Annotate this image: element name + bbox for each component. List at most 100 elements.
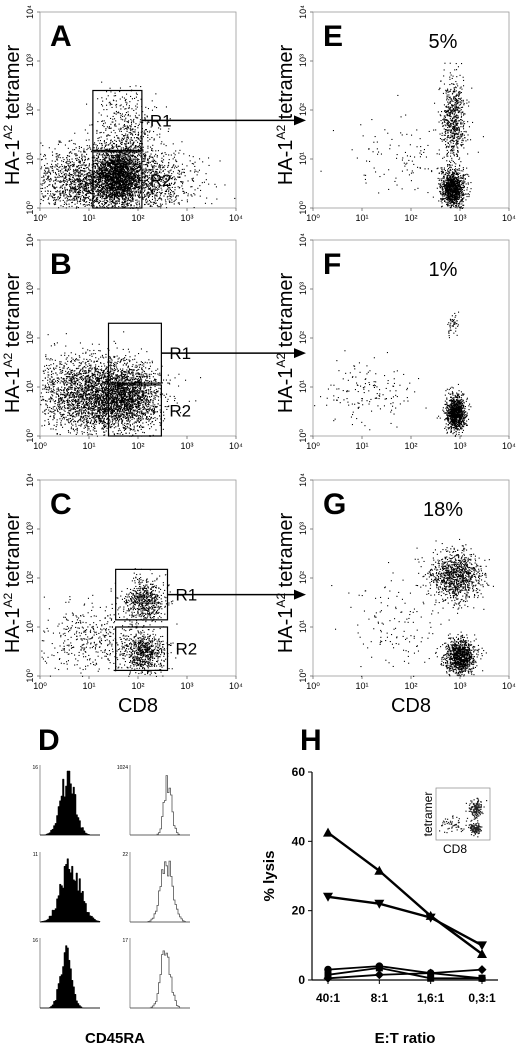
data-point [154, 203, 156, 205]
data-point [110, 166, 112, 168]
data-point [108, 156, 110, 158]
data-point [139, 139, 141, 141]
data-point [151, 160, 153, 162]
data-point [168, 200, 170, 202]
data-point [74, 169, 76, 171]
data-point [137, 161, 139, 163]
data-point [118, 182, 120, 184]
data-point [135, 116, 137, 118]
data-point [94, 157, 96, 159]
data-point [140, 179, 142, 181]
data-point [208, 157, 210, 159]
data-point [117, 159, 119, 161]
data-point [127, 166, 129, 168]
data-point [108, 188, 110, 190]
data-point [112, 177, 114, 179]
data-point [124, 119, 126, 121]
data-point [116, 177, 118, 179]
data-point [145, 183, 147, 185]
data-point [104, 168, 106, 170]
data-point [154, 177, 156, 179]
data-point [124, 164, 126, 166]
data-point [148, 162, 150, 164]
data-point [139, 169, 141, 171]
data-point [125, 186, 127, 188]
data-point [121, 203, 123, 205]
data-point [60, 185, 62, 187]
data-point [94, 175, 96, 177]
data-point [119, 157, 121, 159]
data-point [123, 203, 125, 205]
data-point [80, 167, 82, 169]
data-point [110, 162, 112, 164]
data-point [178, 187, 180, 189]
data-point [91, 204, 93, 206]
data-point [93, 176, 95, 178]
data-point [106, 104, 108, 106]
data-point [181, 168, 183, 170]
data-point [124, 157, 126, 159]
data-point [71, 164, 73, 166]
data-point [133, 177, 135, 179]
data-point [132, 155, 134, 157]
data-point [148, 157, 150, 159]
data-point [130, 137, 132, 139]
data-point [127, 195, 129, 197]
data-point [119, 176, 121, 178]
data-point [70, 151, 72, 153]
data-point [84, 205, 86, 207]
data-point [73, 197, 75, 199]
data-point [123, 199, 125, 201]
data-point [120, 148, 122, 150]
data-point [136, 203, 138, 205]
data-point [147, 151, 149, 153]
data-point [46, 167, 48, 169]
data-point [94, 187, 96, 189]
data-point [69, 166, 71, 168]
data-point [199, 158, 201, 160]
data-point [56, 153, 58, 155]
data-point [137, 155, 139, 157]
data-point [119, 174, 121, 176]
data-point [107, 176, 109, 178]
data-point [69, 140, 71, 142]
data-point [124, 120, 126, 122]
data-point [125, 141, 127, 143]
data-point [234, 197, 236, 199]
data-point [95, 174, 97, 176]
data-point [128, 173, 130, 175]
data-point [116, 165, 118, 167]
data-point [121, 142, 123, 144]
data-point [78, 192, 80, 194]
data-point [147, 158, 149, 160]
data-point [126, 147, 128, 149]
data-point [147, 187, 149, 189]
data-point [166, 207, 168, 209]
data-point [72, 187, 74, 189]
data-point [56, 191, 58, 193]
data-point [106, 173, 108, 175]
data-point [137, 125, 139, 127]
data-point [40, 153, 42, 155]
data-point [128, 190, 130, 192]
data-point [69, 179, 71, 181]
data-point [75, 168, 77, 170]
data-point [155, 168, 157, 170]
data-point [182, 190, 184, 192]
data-point [69, 189, 71, 191]
data-point [98, 201, 100, 203]
data-point [91, 188, 93, 190]
data-point [96, 171, 98, 173]
data-point [113, 154, 115, 156]
data-point [114, 112, 116, 114]
data-point [89, 178, 91, 180]
data-point [113, 193, 115, 195]
data-point [76, 196, 78, 198]
data-point [160, 205, 162, 207]
data-point [150, 146, 152, 148]
data-point [104, 158, 106, 160]
data-point [152, 160, 154, 162]
data-point [118, 159, 120, 161]
data-point [137, 148, 139, 150]
